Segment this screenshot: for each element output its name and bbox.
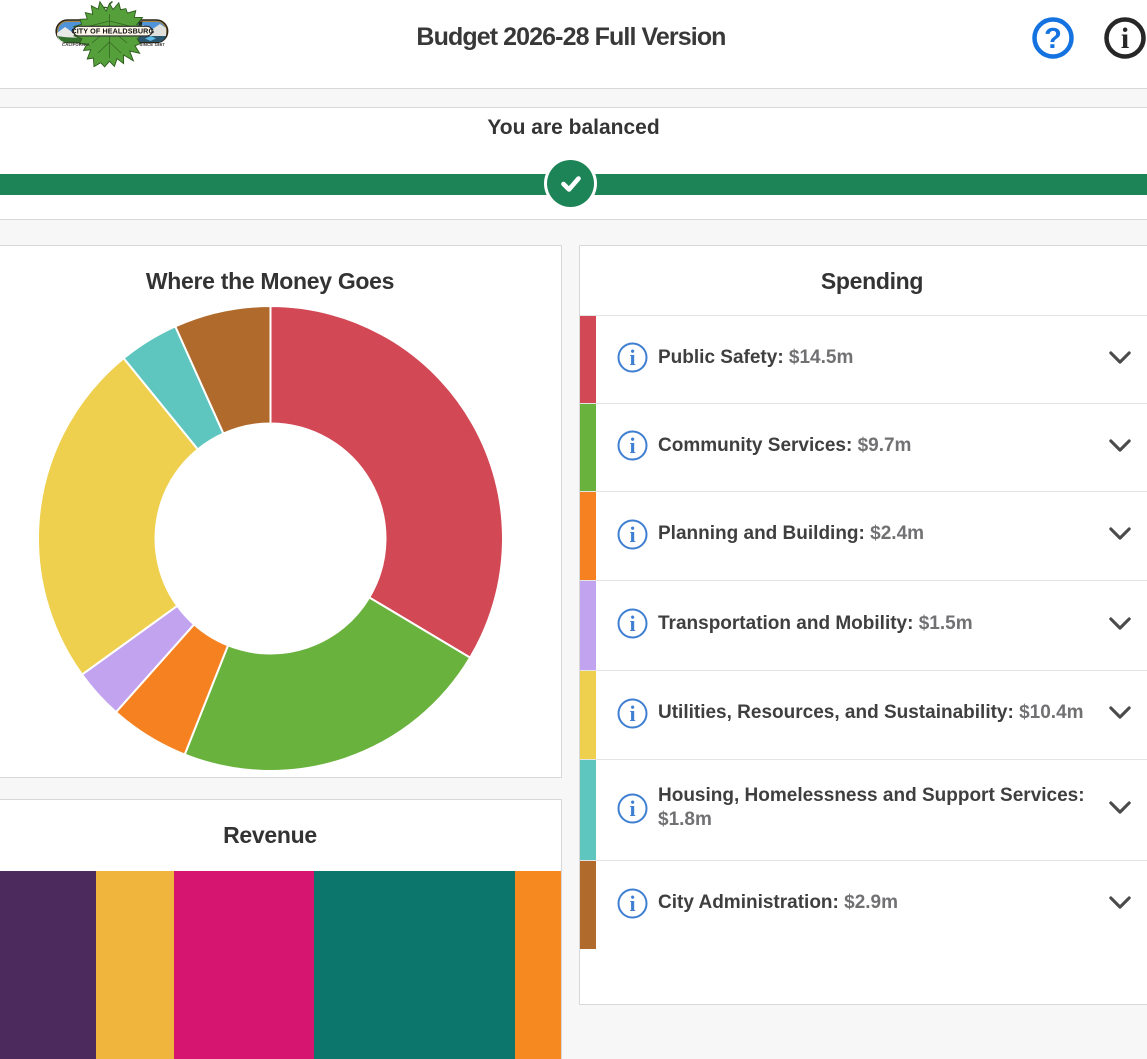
svg-text:i: i: [629, 796, 635, 821]
svg-text:i: i: [1121, 22, 1129, 55]
svg-text:i: i: [629, 345, 635, 370]
svg-text:i: i: [629, 701, 635, 726]
svg-text:i: i: [629, 522, 635, 547]
svg-text:i: i: [629, 611, 635, 636]
svg-text:SINCE 1867: SINCE 1867: [140, 42, 166, 47]
svg-text:CALIFORNIA: CALIFORNIA: [62, 42, 90, 47]
svg-text:i: i: [629, 433, 635, 458]
svg-text:i: i: [629, 891, 635, 916]
svg-text:CITY OF HEALDSBURG: CITY OF HEALDSBURG: [71, 27, 154, 36]
svg-text:?: ?: [1044, 23, 1062, 55]
